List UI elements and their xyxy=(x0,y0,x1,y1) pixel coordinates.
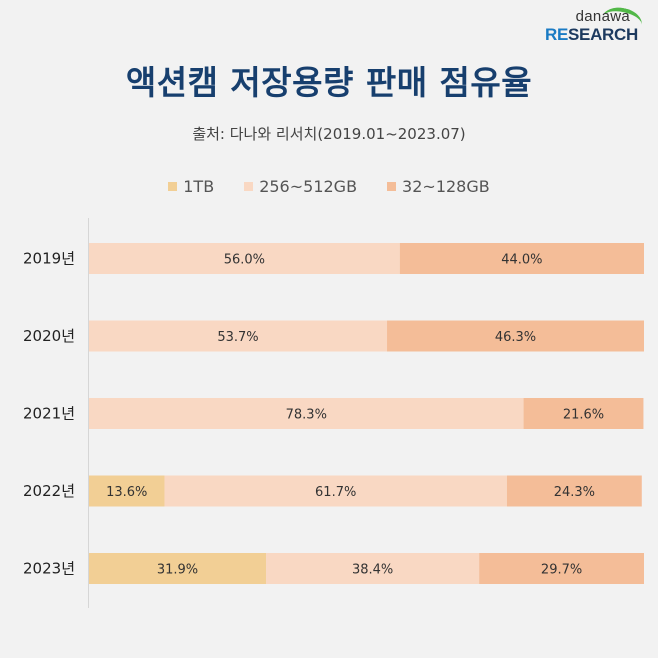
bar-segment-32-128gb xyxy=(399,243,644,274)
legend-item-256-512gb: 256~512GB xyxy=(244,177,357,196)
danawa-research-logo: danawa RESEARCH xyxy=(534,4,645,46)
category-label: 2022년 xyxy=(23,482,75,500)
logo-search: SEARCH xyxy=(568,25,638,44)
stacked-bar-chart: 2019년 56.0% 44.0% 2020년 53.7% 46.3% 2021년 78.3%… xyxy=(23,218,644,608)
category-label: 2020년 xyxy=(23,327,75,345)
bar-segment-1tb xyxy=(89,553,267,584)
legend-label-256-512gb: 256~512GB xyxy=(259,177,358,196)
legend-swatch-256-512gb xyxy=(244,182,254,191)
data-label: 38.4% xyxy=(352,563,393,578)
bars-group: 2019년 56.0% 44.0% 2020년 53.7% 46.3% 2021년 78.3%… xyxy=(23,243,644,584)
bar-segment-256-512gb xyxy=(266,553,480,584)
legend-label-1tb: 1TB xyxy=(183,177,215,196)
category-label: 2021년 xyxy=(23,405,75,423)
chart-subtitle: 출처: 다나와 리서치(2019.01~2023.07) xyxy=(192,125,466,143)
bar-segment-256-512gb xyxy=(89,398,524,429)
bar-segment-256-512gb xyxy=(89,320,388,352)
bar-segment-256-512gb xyxy=(89,243,400,274)
data-label: 21.6% xyxy=(563,408,604,423)
data-label: 53.7% xyxy=(217,330,258,345)
data-label: 61.7% xyxy=(315,485,356,500)
data-label: 56.0% xyxy=(224,253,265,268)
bar-segment-256-512gb xyxy=(164,475,507,507)
bar-segment-32-128gb xyxy=(523,398,644,429)
category-label: 2023년 xyxy=(23,560,75,578)
data-label: 24.3% xyxy=(554,485,595,500)
data-label: 44.0% xyxy=(501,253,542,268)
data-label: 78.3% xyxy=(286,408,327,423)
bar-segment-32-128gb xyxy=(506,475,642,507)
data-label: 31.9% xyxy=(157,563,198,578)
legend-item-1tb: 1TB xyxy=(168,177,214,196)
bar-segment-1tb xyxy=(89,475,165,507)
chart-legend: 1TB 256~512GB 32~128GB xyxy=(0,177,658,196)
data-label: 46.3% xyxy=(495,330,536,345)
logo-bottom-text: RESEARCH xyxy=(545,25,638,45)
logo-re: RE xyxy=(544,25,568,44)
bar-segment-32-128gb xyxy=(387,320,644,352)
category-label: 2019년 xyxy=(23,250,75,268)
legend-label-32-128gb: 32~128GB xyxy=(402,177,490,196)
legend-item-32-128gb: 32~128GB xyxy=(387,177,490,196)
logo-top-text: danawa xyxy=(575,8,630,25)
legend-swatch-1tb xyxy=(168,182,178,191)
data-label: 13.6% xyxy=(106,485,147,500)
chart-title: 액션캠 저장용량 판매 점유율 xyxy=(125,63,533,102)
legend-swatch-32-128gb xyxy=(387,182,397,191)
data-label: 29.7% xyxy=(541,563,582,578)
bar-segment-32-128gb xyxy=(479,553,644,584)
